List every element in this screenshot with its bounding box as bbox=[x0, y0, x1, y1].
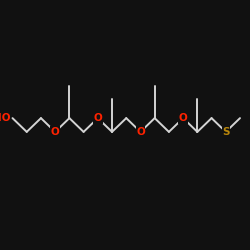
Text: O: O bbox=[179, 113, 188, 123]
Text: S: S bbox=[222, 127, 230, 137]
Text: HO: HO bbox=[0, 113, 10, 123]
Text: O: O bbox=[51, 127, 59, 137]
Text: O: O bbox=[94, 113, 102, 123]
Text: O: O bbox=[136, 127, 145, 137]
